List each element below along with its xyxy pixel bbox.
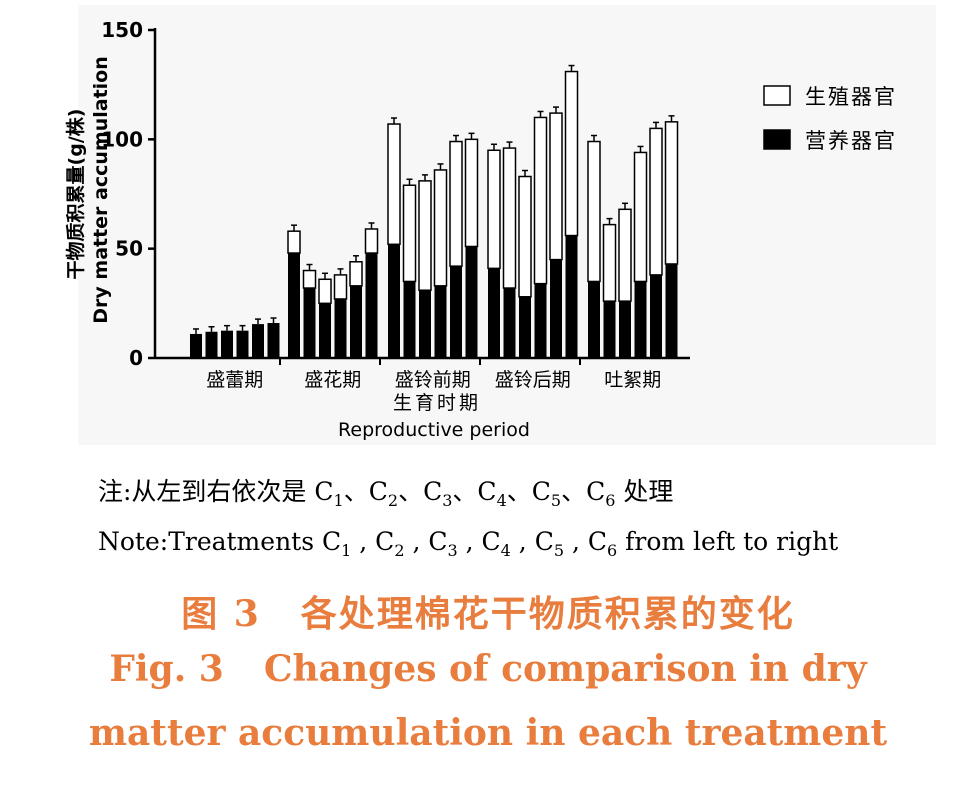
bar-vegetative — [619, 301, 631, 358]
bar-vegetative — [434, 285, 447, 358]
x-group-label: 盛铃前期 — [395, 369, 471, 391]
bar-reproductive — [464, 138, 479, 248]
treatment-label: C5 — [531, 477, 562, 510]
note-cn-prefix: 注:从左到右依次是 — [98, 477, 307, 506]
treatment-label: C2 — [368, 477, 399, 510]
bar-vegetative — [534, 283, 547, 358]
bar-vegetative — [465, 246, 478, 358]
bar-vegetative — [550, 259, 562, 358]
figure-title-en-1: Changes of comparison in dry — [263, 648, 867, 690]
bar-reproductive — [387, 123, 401, 246]
treatment-label: C1 — [314, 477, 344, 510]
x-group-label: 盛铃后期 — [495, 369, 571, 391]
figure-caption-en-line1: Fig. 3 Changes of comparison in dry — [0, 648, 976, 690]
figure-title-en-2: matter accumulation in each treatment — [88, 712, 888, 754]
note-en-prefix: Note:Treatments — [98, 527, 315, 556]
bar-vegetative — [488, 268, 500, 358]
figure-title-cn: 各处理棉花干物质积累的变化 — [300, 593, 795, 635]
treatment-label: C3 — [423, 477, 453, 510]
bar-reproductive — [664, 121, 679, 265]
bar-vegetative — [267, 323, 280, 358]
bar-vegetative — [419, 290, 431, 358]
treatment-label: C6 — [587, 527, 618, 560]
bar-vegetative — [388, 244, 400, 358]
bar-vegetative — [350, 285, 362, 358]
figure-caption-en-line2: matter accumulation in each treatment — [0, 712, 976, 754]
note-en: Note:Treatments C1 , C2 , C3 , C4 , C5 ,… — [98, 527, 839, 560]
bar-reproductive — [302, 269, 317, 289]
x-group-label: 吐絮期 — [604, 369, 661, 391]
bar-reproductive — [564, 70, 579, 237]
bar-vegetative — [252, 324, 264, 358]
bar-vegetative — [190, 333, 202, 358]
bar-reproductive — [587, 140, 601, 283]
bar-vegetative — [319, 303, 331, 358]
figure-label-cn: 图 3 — [181, 593, 261, 635]
treatment-label: C2 — [375, 527, 405, 560]
bar-vegetative — [519, 296, 531, 358]
bar-vegetative — [565, 235, 578, 358]
bar-reproductive — [349, 261, 363, 287]
note-cn-suffix: 处理 — [623, 477, 674, 506]
bar-reproductive — [549, 112, 563, 261]
bar-reproductive — [333, 274, 348, 300]
bar-vegetative — [665, 263, 678, 358]
bar-vegetative — [236, 330, 249, 358]
bar-vegetative — [634, 281, 647, 358]
treatment-label: C3 — [428, 527, 458, 560]
figure-caption-cn: 图 3 各处理棉花干物质积累的变化 — [0, 585, 976, 637]
bar-vegetative — [588, 281, 600, 358]
bar-vegetative — [503, 288, 516, 358]
bar-vegetative — [221, 330, 233, 358]
treatment-label: C1 — [322, 527, 352, 560]
treatment-label: C4 — [477, 477, 507, 510]
bar-vegetative — [603, 301, 616, 358]
bar-vegetative — [205, 331, 218, 358]
treatment-label: C6 — [586, 477, 616, 510]
bar-reproductive — [633, 151, 648, 283]
bar-vegetative — [288, 253, 300, 358]
y-tick-label: 50 — [115, 237, 143, 261]
bar-vegetative — [365, 253, 378, 358]
bar-reproductive — [649, 127, 663, 276]
bar-reproductive — [449, 140, 463, 267]
x-group-label: 盛蕾期 — [206, 369, 263, 391]
note-cn: 注:从左到右依次是 C1、C2、C3、C4、C5、C6 处理 — [98, 477, 674, 510]
note-en-suffix: from left to right — [625, 527, 839, 556]
bar-reproductive — [618, 208, 632, 302]
bar-reproductive — [402, 184, 417, 283]
bar-reproductive — [318, 278, 332, 305]
bar-vegetative — [334, 298, 347, 358]
bar-reproductive — [602, 223, 617, 302]
bar-vegetative — [650, 274, 662, 358]
figure-label-en: Fig. 3 — [109, 648, 224, 690]
legend-swatch — [763, 85, 791, 106]
y-axis-label-en: Dry matter accumulation — [90, 56, 112, 324]
legend-swatch — [763, 129, 791, 150]
y-tick-label: 0 — [129, 346, 143, 370]
y-tick-label: 100 — [101, 127, 143, 151]
bar-vegetative — [450, 266, 462, 358]
legend-label: 营养器官 — [805, 129, 897, 153]
bar-reproductive — [287, 230, 301, 254]
treatment-label: C4 — [481, 527, 511, 560]
x-axis-label-en: Reproductive period — [338, 419, 530, 441]
y-tick-label: 150 — [101, 18, 143, 42]
stacked-bar-chart: 盛蕾期 盛花期 盛铃前期 盛铃后期 吐絮期 0 50 100 150 干物质积累量(g/株) D… — [64, 18, 897, 441]
bar-reproductive — [364, 228, 379, 254]
y-axis-label-cn: 干物质积累量(g/株) — [64, 109, 87, 280]
treatment-label: C5 — [534, 527, 565, 560]
bar-reproductive — [502, 147, 517, 289]
bar-vegetative — [403, 281, 416, 358]
legend-label: 生殖器官 — [805, 85, 897, 109]
bar-reproductive — [418, 180, 432, 291]
x-group-label: 盛花期 — [304, 369, 361, 391]
bar-reproductive — [487, 149, 501, 270]
bar-reproductive — [433, 169, 448, 287]
x-axis-label-cn: 生育时期 — [393, 392, 481, 414]
bar-reproductive — [533, 116, 548, 285]
bar-vegetative — [303, 288, 316, 358]
bar-reproductive — [518, 175, 532, 298]
